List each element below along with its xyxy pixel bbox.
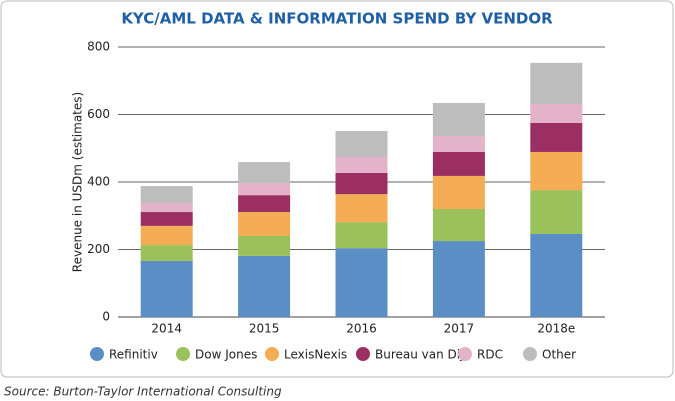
bar-segment bbox=[432, 151, 485, 176]
bar-segment bbox=[140, 212, 193, 226]
bar-segment bbox=[140, 260, 193, 317]
y-tick-label: 200 bbox=[87, 242, 110, 256]
legend-marker bbox=[356, 347, 370, 361]
bar-segment bbox=[335, 172, 388, 195]
chart-title: KYC/AML DATA & INFORMATION SPEND BY VEND… bbox=[121, 10, 553, 28]
bar-segment bbox=[140, 225, 193, 246]
bar-segment bbox=[432, 209, 485, 242]
y-axis-label: Revenue in USDm (estimates) bbox=[71, 92, 85, 272]
y-tick-label: 800 bbox=[87, 40, 110, 54]
bar-segment bbox=[140, 202, 193, 213]
bar-segment bbox=[238, 162, 291, 184]
bar-segment bbox=[140, 245, 193, 261]
frame bbox=[0, 0, 674, 378]
bar-segment bbox=[530, 190, 583, 234]
legend-label: Bureau van Dijk bbox=[375, 348, 470, 362]
legend-label: RDC bbox=[477, 348, 503, 362]
x-tick-label: 2014 bbox=[151, 322, 182, 336]
legend-marker bbox=[523, 347, 537, 361]
bar-segment bbox=[335, 194, 388, 223]
legend-label: Refinitiv bbox=[109, 348, 158, 362]
legend-marker bbox=[176, 347, 190, 361]
x-tick-label: 2016 bbox=[346, 322, 377, 336]
legend-marker bbox=[265, 347, 279, 361]
bar-segment bbox=[238, 236, 291, 256]
bar-segment bbox=[238, 255, 291, 317]
y-tick-label: 400 bbox=[87, 175, 110, 189]
bar-segment bbox=[530, 233, 583, 317]
x-tick-label: 2017 bbox=[444, 322, 475, 336]
y-tick-label: 600 bbox=[87, 107, 110, 121]
legend-marker bbox=[458, 347, 472, 361]
bar-segment bbox=[432, 241, 485, 317]
bar-segment bbox=[335, 222, 388, 249]
legend-label: Dow Jones bbox=[195, 348, 257, 362]
legend-label: Other bbox=[542, 348, 576, 362]
x-tick-label: 2018e bbox=[537, 322, 575, 336]
bar-segment bbox=[530, 122, 583, 152]
x-tick-label: 2015 bbox=[249, 322, 280, 336]
bar-segment bbox=[530, 104, 583, 123]
bar-segment bbox=[238, 195, 291, 213]
y-tick-label: 0 bbox=[102, 310, 110, 324]
bar-segment bbox=[432, 136, 485, 152]
bar-segment bbox=[238, 183, 291, 196]
source: Source: Burton-Taylor International Cons… bbox=[4, 385, 282, 399]
bar-segment bbox=[335, 157, 388, 173]
bar-segment bbox=[140, 186, 193, 203]
legend-marker bbox=[90, 347, 104, 361]
bar-segment bbox=[530, 62, 583, 105]
bar-segment bbox=[432, 103, 485, 137]
bar-segment bbox=[530, 151, 583, 191]
bar-segment bbox=[238, 212, 291, 236]
bar-segment bbox=[335, 131, 388, 158]
legend-label: LexisNexis bbox=[284, 348, 347, 362]
bar-segment bbox=[335, 248, 388, 317]
bar-segment bbox=[432, 175, 485, 209]
